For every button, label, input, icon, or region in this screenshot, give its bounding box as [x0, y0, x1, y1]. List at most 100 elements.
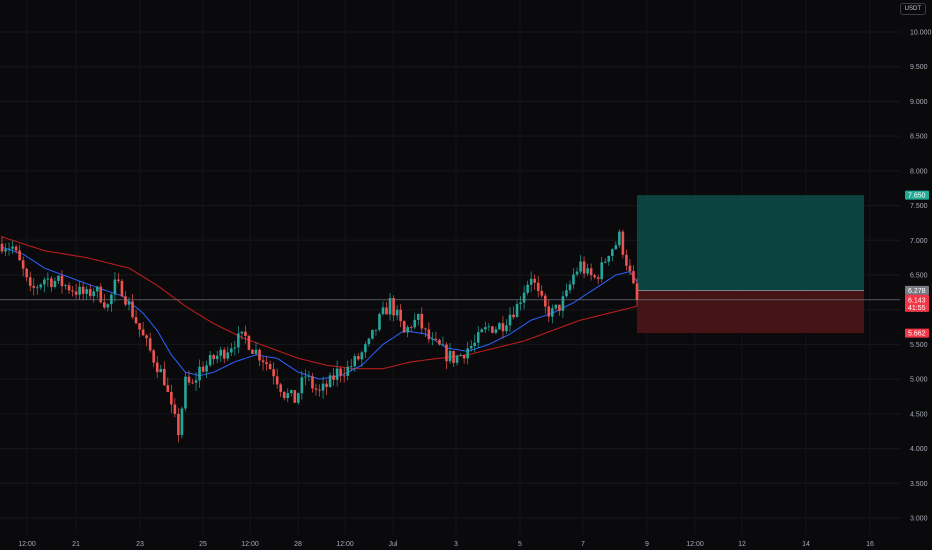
candle-body [99, 286, 103, 303]
candle-body [272, 369, 275, 377]
candle-body [173, 404, 177, 414]
candles [0, 229, 639, 443]
candle-body [342, 375, 346, 377]
candle-body [46, 278, 50, 280]
profit-zone[interactable] [637, 195, 864, 291]
time-tick-label: 12 [738, 541, 746, 548]
candle-body [53, 280, 57, 287]
time-tick-label: 12:00 [686, 541, 704, 548]
candle-body [124, 296, 127, 305]
candle-body [43, 279, 46, 285]
candle-body [25, 268, 28, 278]
candle-body [148, 338, 152, 351]
time-axis[interactable]: 12:00 21 23 25 12:00 28 12:00 Jul 3 5 7 9 12:00 12 14 1… [18, 541, 874, 548]
time-tick-label: 23 [136, 541, 144, 548]
price-tick-label: 7.500 [910, 203, 928, 210]
candle-body [512, 314, 515, 318]
candle-body [635, 283, 639, 300]
candle-body [364, 344, 367, 353]
candle-body [110, 294, 113, 305]
time-tick-label: 5 [518, 541, 522, 548]
candle-body [381, 307, 385, 315]
time-tick-label: 21 [72, 541, 80, 548]
candle-body [166, 385, 170, 392]
candle-body [74, 291, 78, 295]
candle-body [335, 368, 339, 380]
candle-body [416, 313, 420, 320]
candle-body [519, 302, 522, 305]
candle-body [187, 376, 191, 383]
current-price-text: 6.143 [908, 297, 926, 304]
candle-body [424, 328, 427, 330]
candle-body [180, 408, 184, 436]
candle-body [484, 327, 487, 330]
candle-body [244, 331, 247, 336]
price-tags: 7.650 6.278 6.143 41:55 5.662 [905, 190, 929, 338]
candle-body [427, 329, 431, 340]
stop-tag-background [905, 328, 929, 338]
candle-body [508, 314, 512, 326]
entry-tag-text: 6.278 [908, 288, 926, 295]
price-tick-label: 4.000 [910, 446, 928, 453]
candle-body [85, 289, 88, 294]
candle-body [586, 268, 589, 274]
candle-body [138, 323, 141, 330]
price-tick-label: 3.500 [910, 481, 928, 488]
time-tick-label: 25 [199, 541, 207, 548]
candle-body [159, 368, 163, 373]
price-tick-label: 5.000 [910, 377, 928, 384]
candle-body [565, 290, 568, 297]
candle-body [117, 279, 120, 281]
current-tag-background [905, 294, 929, 312]
candle-body [258, 349, 261, 361]
candle-body [78, 286, 81, 295]
candle-body [413, 319, 417, 328]
candle-body [28, 277, 32, 286]
price-tick-label: 10.000 [910, 30, 932, 37]
candle-body [141, 329, 145, 336]
candle-body [32, 285, 36, 288]
candle-body [95, 286, 99, 292]
candle-body [64, 285, 67, 287]
candle-body [600, 262, 604, 280]
candle-body [152, 350, 155, 363]
candle-body [420, 313, 424, 329]
candle-body [529, 278, 533, 285]
candle-body [445, 344, 448, 362]
candle-body [505, 325, 508, 332]
candle-body [226, 352, 230, 359]
candle-body [307, 376, 311, 378]
candle-body [547, 306, 551, 317]
loss-zone[interactable] [637, 290, 864, 334]
candle-body [441, 344, 445, 346]
currency-badge[interactable]: USDT [899, 3, 926, 15]
price-tick-label: 9.000 [910, 99, 928, 106]
candle-body [558, 304, 561, 311]
price-tick-label: 6.500 [910, 273, 928, 280]
candle-body [39, 284, 43, 288]
candle-body [371, 329, 374, 339]
candle-body [50, 278, 53, 287]
time-tick-label: 9 [645, 541, 649, 548]
candle-body [614, 245, 618, 250]
candle-body [191, 382, 194, 384]
price-axis[interactable]: 3.0003.5004.0004.5005.0005.5006.0006.500… [910, 30, 932, 523]
time-tick-label: 12:00 [18, 541, 36, 548]
candle-body [561, 296, 565, 311]
candle-body [113, 279, 117, 295]
candle-body [14, 246, 18, 251]
candle-body [346, 366, 350, 376]
candle-body [265, 362, 268, 365]
candle-body [131, 301, 134, 318]
position-zones[interactable] [637, 195, 864, 334]
candle-body [596, 277, 600, 280]
ma-slow-line [1, 236, 638, 370]
time-tick-label: 12:00 [336, 541, 354, 548]
candle-body [543, 295, 547, 307]
candle-body [501, 323, 505, 332]
candle-body [374, 329, 378, 331]
stop-price-tag: 5.662 [905, 328, 929, 338]
candle-body [194, 380, 198, 383]
price-tick-label: 9.500 [910, 64, 928, 71]
